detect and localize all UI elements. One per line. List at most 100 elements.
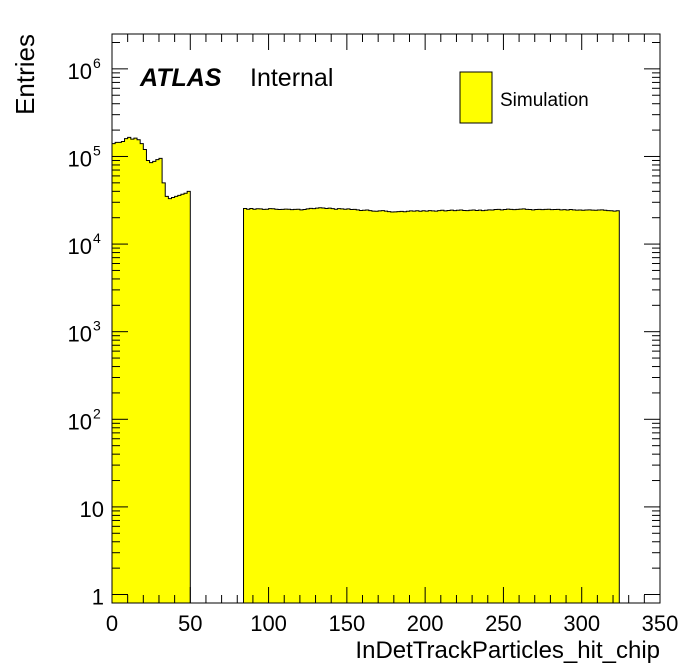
histogram-bin <box>334 209 338 603</box>
histogram-bin <box>575 210 579 604</box>
histogram-bin <box>490 209 495 603</box>
histogram-bin <box>562 209 567 603</box>
histogram-bin <box>124 138 128 604</box>
histogram-bin <box>519 209 523 604</box>
histogram-bin <box>584 209 588 603</box>
histogram-bin <box>149 162 153 604</box>
histogram-outline <box>111 136 191 603</box>
histogram-bin <box>481 210 485 603</box>
histogram-bin <box>171 197 175 603</box>
histogram-bin <box>478 210 482 604</box>
histogram-bin <box>447 210 451 603</box>
histogram-bin <box>487 209 491 603</box>
histogram-bin <box>600 209 604 603</box>
x-tick-label: 0 <box>106 611 118 636</box>
histogram-bin <box>422 210 426 603</box>
histogram-bin <box>400 211 404 604</box>
x-tick-label: 50 <box>178 611 202 636</box>
histogram-bin <box>497 209 501 604</box>
histogram-bin <box>165 196 169 603</box>
histogram-bars <box>111 136 620 604</box>
histogram-bin <box>468 210 473 604</box>
histogram-bin <box>365 209 369 603</box>
histogram-bin <box>534 209 538 603</box>
y-tick-exponent: 6 <box>93 55 101 71</box>
histogram-bin <box>522 208 526 603</box>
histogram-bin <box>143 149 147 604</box>
histogram-bin <box>359 210 363 603</box>
histogram-bin <box>284 209 288 604</box>
histogram-bin <box>362 210 366 604</box>
histogram-bin <box>531 209 535 603</box>
histogram-bin <box>277 209 282 603</box>
histogram-bin <box>512 209 516 603</box>
histogram-bin <box>591 210 595 604</box>
histogram-bin <box>146 160 150 604</box>
histogram-bin <box>393 211 397 604</box>
y-tick-base: 10 <box>68 59 92 84</box>
histogram-bin <box>537 209 542 604</box>
histogram-bin <box>324 208 329 603</box>
histogram-bin <box>550 209 554 603</box>
histogram-bin <box>177 195 181 603</box>
histogram-bin <box>500 209 504 603</box>
histogram-bin <box>581 210 585 604</box>
histogram-bin <box>437 210 441 603</box>
histogram-bin <box>133 138 138 603</box>
histogram-bin <box>293 209 297 604</box>
histogram-outline <box>243 207 620 603</box>
histogram-bin <box>390 212 394 603</box>
histogram-bin <box>252 209 257 603</box>
histogram-bin <box>541 209 545 603</box>
histogram-bin <box>249 208 253 603</box>
y-tick-label: 10 2 <box>68 405 101 434</box>
histogram-bin <box>309 208 313 603</box>
series-1 <box>243 207 620 604</box>
histogram-bin <box>187 191 191 603</box>
histogram-bin <box>606 210 610 603</box>
histogram-bin <box>453 210 457 603</box>
plot-frame <box>111 33 661 604</box>
histogram-bin <box>462 210 466 603</box>
histogram-bin <box>299 209 304 603</box>
histogram-bin <box>162 182 166 604</box>
histogram-bin <box>494 209 498 603</box>
atlas-status-label: Internal <box>250 64 333 92</box>
y-tick-label: 10 6 <box>68 55 101 84</box>
histogram-bin <box>412 211 416 603</box>
histogram-bin <box>346 208 350 603</box>
histogram-bin <box>387 211 391 604</box>
histogram-bin <box>450 210 454 604</box>
histogram-bin <box>281 209 285 604</box>
histogram-bin <box>130 139 134 603</box>
histogram-bin <box>137 139 141 603</box>
y-tick-base: 10 <box>68 234 92 259</box>
atlas-label: ATLAS <box>139 64 222 92</box>
histogram-bin <box>296 209 300 603</box>
histogram-bin <box>459 209 463 603</box>
y-tick-label: 1 <box>92 585 104 610</box>
histogram-bin <box>503 209 507 603</box>
histogram-bin <box>525 209 529 604</box>
y-tick-base: 10 <box>68 409 92 434</box>
y-axis-label: Entries <box>10 34 40 115</box>
histogram-bin <box>515 209 520 604</box>
x-tick-label: 250 <box>485 611 522 636</box>
y-tick-label: 10 3 <box>68 318 101 347</box>
y-tick-exponent: 5 <box>93 142 101 158</box>
histogram-bin <box>528 209 532 603</box>
histogram-bin <box>127 137 131 604</box>
histogram-bin <box>594 210 598 604</box>
histogram-bin <box>484 210 488 604</box>
x-axis-label: InDetTrackParticles_hit_chip <box>355 637 660 664</box>
histogram-bin <box>118 142 122 604</box>
x-tick-label: 100 <box>250 611 287 636</box>
y-tick-label: 10 5 <box>68 142 101 171</box>
histogram-bin <box>616 210 620 603</box>
histogram-bin <box>121 141 125 603</box>
histogram-bin <box>415 210 419 603</box>
y-tick-base: 10 <box>68 322 92 347</box>
histogram-bin <box>559 209 563 603</box>
